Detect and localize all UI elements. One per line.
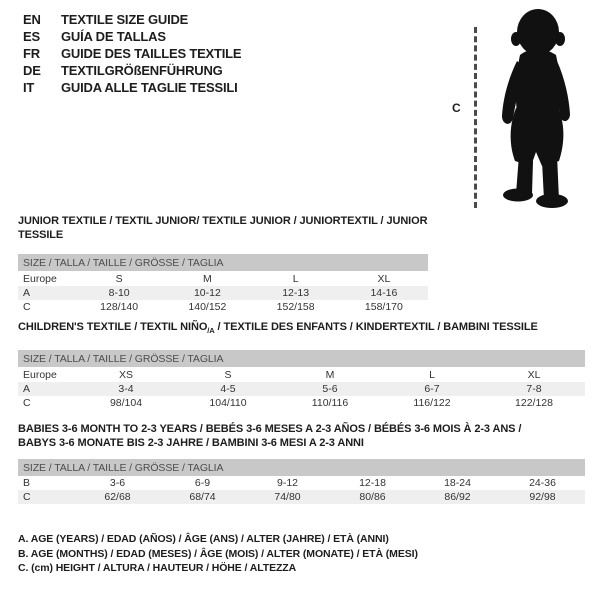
heading-part: CHILDREN'S TEXTILE / TEXTIL NIÑO bbox=[18, 321, 208, 333]
size-cell: M bbox=[203, 273, 212, 285]
value-cell: 86/92 bbox=[444, 491, 471, 503]
note-age-years: A. AGE (YEARS) / EDAD (AÑOS) / ÂGE (ANS)… bbox=[18, 533, 389, 545]
value-cell: 9-12 bbox=[276, 477, 298, 489]
heading-line-2: BABYS 3-6 MONATE BIS 2-3 JAHRE / BAMBINI… bbox=[18, 437, 364, 449]
lang-title: GUÍA DE TALLAS bbox=[61, 29, 166, 44]
lang-code: DE bbox=[23, 63, 41, 78]
table-row-europe: Europe XS S M L XL bbox=[18, 367, 585, 382]
value-cell: 116/122 bbox=[413, 397, 451, 410]
lang-row-es: ES GUÍA DE TALLAS bbox=[23, 28, 241, 45]
language-title-list: EN TEXTILE SIZE GUIDE ES GUÍA DE TALLAS … bbox=[23, 11, 242, 96]
value-cell: 92/98 bbox=[529, 491, 556, 503]
value-cell: 152/158 bbox=[276, 301, 315, 313]
value-cell: 104/110 bbox=[209, 397, 247, 410]
lang-code: ES bbox=[23, 29, 40, 44]
value-cell: 128/140 bbox=[100, 301, 139, 313]
size-bar: SIZE / TALLA / TAILLE / GRÖSSE / TAGLIA bbox=[18, 350, 585, 368]
value-cell: 3-6 bbox=[109, 477, 126, 489]
heading-line-1: BABIES 3-6 MONTH TO 2-3 YEARS / BEBÉS 3-… bbox=[18, 423, 522, 435]
value-cell: 8-10 bbox=[108, 287, 130, 299]
lang-row-fr: FR GUIDE DES TAILLES TEXTILE bbox=[23, 45, 242, 62]
value-cell: 140/152 bbox=[188, 301, 227, 313]
legend-notes: A. AGE (YEARS) / EDAD (AÑOS) / ÂGE (ANS)… bbox=[18, 532, 418, 576]
lang-code: IT bbox=[23, 80, 35, 95]
value-cell: 62/68 bbox=[104, 491, 131, 503]
value-cell: 74/80 bbox=[274, 491, 301, 503]
size-bar: SIZE / TALLA / TAILLE / GRÖSSE / TAGLIA bbox=[18, 459, 585, 476]
value-cell: 3-4 bbox=[118, 383, 134, 396]
junior-size-table: Europe S M L XL A 8-10 10-12 12-13 14-16… bbox=[18, 271, 428, 314]
table-row-a: A 8-10 10-12 12-13 14-16 bbox=[18, 286, 428, 300]
table-row-b: B 3-6 6-9 9-12 12-18 18-24 24-36 bbox=[18, 476, 585, 490]
value-cell: 122/128 bbox=[515, 397, 553, 410]
lang-title: GUIDE DES TAILLES TEXTILE bbox=[61, 46, 242, 61]
size-bar: SIZE / TALLA / TAILLE / GRÖSSE / TAGLIA bbox=[18, 254, 428, 271]
size-cell: XS bbox=[118, 369, 133, 382]
value-cell: 12-13 bbox=[282, 287, 310, 299]
lang-row-it: IT GUIDA ALLE TAGLIE TESSILI bbox=[23, 79, 241, 96]
row-label: A bbox=[23, 383, 31, 396]
size-cell: M bbox=[325, 369, 335, 382]
section-babies-textile: BABIES 3-6 MONTH TO 2-3 YEARS / BEBÉS 3-… bbox=[18, 422, 585, 504]
lang-title: GUIDA ALLE TAGLIE TESSILI bbox=[61, 80, 238, 95]
heading-part: / TEXTILE DES ENFANTS / KINDERTEXTIL / B… bbox=[214, 321, 538, 333]
lang-code: EN bbox=[23, 12, 41, 27]
value-cell: 6-7 bbox=[424, 383, 440, 396]
value-cell: 68/74 bbox=[189, 491, 216, 503]
row-label: C bbox=[23, 301, 31, 313]
size-cell: S bbox=[224, 369, 232, 382]
lang-code: FR bbox=[23, 46, 40, 61]
table-row-c: C 62/68 68/74 74/80 80/86 86/92 92/98 bbox=[18, 490, 585, 504]
note-height-cm: C. (cm) HEIGHT / ALTURA / HAUTEUR / HÖHE… bbox=[18, 562, 297, 574]
lang-row-en: EN TEXTILE SIZE GUIDE bbox=[23, 11, 241, 28]
baby-silhouette-icon bbox=[502, 9, 570, 208]
value-cell: 10-12 bbox=[193, 287, 221, 299]
row-label: B bbox=[23, 477, 31, 489]
value-cell: 24-36 bbox=[529, 477, 556, 489]
section-junior-textile: JUNIOR TEXTILE / TEXTIL JUNIOR/ TEXTILE … bbox=[18, 214, 428, 314]
value-cell: 4-5 bbox=[220, 383, 236, 396]
value-cell: 7-8 bbox=[526, 383, 542, 396]
table-row-c: C 98/104 104/110 110/116 116/122 122/128 bbox=[18, 396, 585, 410]
value-cell: 110/116 bbox=[311, 397, 349, 410]
heading-subscript: /A bbox=[207, 326, 215, 336]
value-cell: 80/86 bbox=[359, 491, 386, 503]
height-measure-dashed-line bbox=[474, 27, 477, 208]
note-age-months: B. AGE (MONTHS) / EDAD (MESES) / ÂGE (MO… bbox=[18, 547, 418, 560]
row-label: A bbox=[23, 287, 31, 299]
lang-title: TEXTILGRÖßENFÜHRUNG bbox=[61, 63, 223, 78]
value-cell: 12-18 bbox=[359, 477, 386, 489]
value-cell: 6-9 bbox=[194, 477, 211, 489]
size-cell: XL bbox=[527, 369, 541, 382]
value-cell: 98/104 bbox=[109, 397, 143, 410]
lang-title: TEXTILE SIZE GUIDE bbox=[61, 12, 189, 27]
section-heading: CHILDREN'S TEXTILE / TEXTIL NIÑO/A / TEX… bbox=[18, 320, 585, 338]
height-measure-label: C bbox=[452, 101, 461, 115]
section-heading: BABIES 3-6 MONTH TO 2-3 YEARS / BEBÉS 3-… bbox=[18, 422, 585, 450]
row-label: C bbox=[23, 491, 31, 503]
table-row-europe: Europe S M L XL bbox=[18, 271, 428, 286]
size-cell: L bbox=[292, 273, 299, 285]
value-cell: 18-24 bbox=[444, 477, 471, 489]
value-cell: 5-6 bbox=[322, 383, 338, 396]
size-cell: S bbox=[115, 273, 123, 285]
babies-size-table: B 3-6 6-9 9-12 12-18 18-24 24-36 C 62/68… bbox=[18, 476, 585, 504]
size-cell: XL bbox=[377, 273, 391, 285]
section-childrens-textile: CHILDREN'S TEXTILE / TEXTIL NIÑO/A / TEX… bbox=[18, 320, 585, 410]
table-row-c: C 128/140 140/152 152/158 158/170 bbox=[18, 300, 428, 314]
row-label: Europe bbox=[23, 369, 57, 382]
value-cell: 14-16 bbox=[370, 287, 398, 299]
section-heading: JUNIOR TEXTILE / TEXTIL JUNIOR/ TEXTILE … bbox=[18, 215, 428, 241]
row-label: C bbox=[23, 397, 31, 410]
lang-row-de: DE TEXTILGRÖßENFÜHRUNG bbox=[23, 62, 241, 79]
size-cell: L bbox=[429, 369, 435, 382]
table-row-a: A 3-4 4-5 5-6 6-7 7-8 bbox=[18, 382, 585, 397]
value-cell: 158/170 bbox=[364, 301, 403, 313]
children-size-table: Europe XS S M L XL A 3-4 4-5 5-6 6-7 7-8… bbox=[18, 367, 585, 410]
row-label: Europe bbox=[23, 273, 57, 285]
